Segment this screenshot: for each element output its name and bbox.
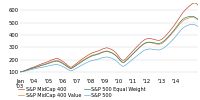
S&P 500 xyxy=(24,70,27,72)
S&P 500 Equal Weight xyxy=(36,66,39,67)
S&P 500 Equal Weight xyxy=(139,46,142,47)
S&P MidCap 400 xyxy=(39,64,42,65)
S&P MidCap 400 xyxy=(84,56,86,58)
S&P 500 xyxy=(157,49,159,51)
S&P MidCap 400 xyxy=(157,40,159,41)
S&P 500 Equal Weight xyxy=(24,70,27,71)
S&P MidCap 400 xyxy=(139,42,142,44)
S&P MidCap 400 Value xyxy=(36,66,39,67)
S&P 500 Equal Weight xyxy=(157,43,159,44)
Line: S&P 500: S&P 500 xyxy=(20,24,198,72)
S&P 500 xyxy=(36,68,39,69)
S&P MidCap 400 Value xyxy=(197,19,199,21)
S&P 500 Equal Weight xyxy=(19,71,21,72)
S&P MidCap 400 xyxy=(19,71,21,72)
S&P 500 xyxy=(190,24,193,25)
S&P MidCap 400 xyxy=(194,2,196,4)
S&P 500 Equal Weight xyxy=(190,16,193,17)
S&P MidCap 400 xyxy=(197,4,199,6)
S&P 500 xyxy=(19,71,21,72)
S&P MidCap 400 Value xyxy=(39,65,42,66)
Line: S&P MidCap 400: S&P MidCap 400 xyxy=(20,3,198,72)
S&P 500 Equal Weight xyxy=(39,65,42,66)
S&P 500 xyxy=(84,63,86,64)
S&P MidCap 400 Value xyxy=(84,58,86,60)
S&P 500 Equal Weight xyxy=(84,59,86,60)
S&P 500 xyxy=(139,52,142,54)
S&P MidCap 400 Value xyxy=(157,44,159,45)
S&P MidCap 400 Value xyxy=(24,70,27,71)
S&P MidCap 400 Value xyxy=(191,16,194,18)
S&P 500 xyxy=(39,67,42,68)
S&P 500 Equal Weight xyxy=(197,19,199,20)
S&P MidCap 400 Value xyxy=(139,46,142,47)
S&P MidCap 400 xyxy=(36,65,39,66)
S&P MidCap 400 Value xyxy=(19,71,21,72)
Line: S&P MidCap 400 Value: S&P MidCap 400 Value xyxy=(20,17,198,72)
Legend: S&P MidCap 400, S&P MidCap 400 Value, S&P 500 Equal Weight, S&P 500: S&P MidCap 400, S&P MidCap 400 Value, S&… xyxy=(18,87,146,98)
Line: S&P 500 Equal Weight: S&P 500 Equal Weight xyxy=(20,16,198,72)
S&P MidCap 400 xyxy=(24,70,27,71)
S&P 500 xyxy=(197,26,199,27)
